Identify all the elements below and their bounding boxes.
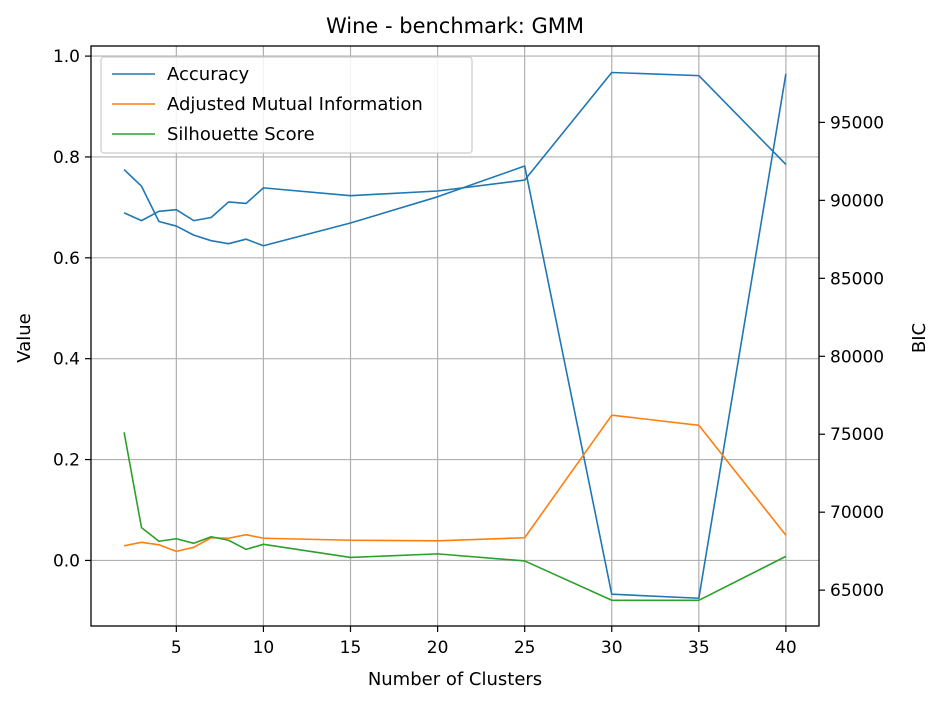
y-right-tick-label: 75000 [830, 425, 884, 445]
y-right-tick-label: 70000 [830, 503, 884, 523]
series-layer [123, 71, 787, 602]
y-tick-label: 0.8 [53, 148, 80, 168]
x-tick-label: 40 [775, 638, 797, 658]
legend-entry-accuracy: Accuracy [112, 64, 250, 85]
x-tick-label: 35 [688, 638, 710, 658]
x-axis-label: Number of Clusters [368, 669, 542, 690]
y-tick-label: 1.0 [53, 47, 80, 67]
legend-label-silhouette: Silhouette Score [167, 124, 315, 145]
y-right-tick-label: 65000 [830, 581, 884, 601]
x-tick-label: 25 [514, 638, 536, 658]
series-ami-line [123, 414, 787, 553]
x-axis: 5 10 15 20 25 30 35 40 [171, 626, 797, 658]
legend-label-ami: Adjusted Mutual Information [167, 94, 423, 115]
legend-box [100, 56, 473, 154]
y-right-tick-label: 95000 [830, 113, 884, 133]
legend-entry-ami: Adjusted Mutual Information [112, 94, 423, 115]
y-right-tick-label: 85000 [830, 269, 884, 289]
x-tick-label: 15 [340, 638, 362, 658]
y-tick-label: 0.0 [53, 551, 80, 571]
x-tick-label: 10 [253, 638, 275, 658]
series-bic-line [123, 71, 787, 222]
x-tick-label: 30 [601, 638, 623, 658]
y-tick-label: 0.4 [53, 350, 80, 370]
x-tick-label: 20 [427, 638, 449, 658]
y-right-tick-label: 80000 [830, 347, 884, 367]
chart-title: Wine - benchmark: GMM [326, 14, 584, 38]
y-axis-right-label: BIC [909, 323, 930, 353]
y-axis-left: 0.0 0.2 0.4 0.6 0.8 1.0 [53, 47, 91, 571]
y-right-tick-label: 90000 [830, 191, 884, 211]
y-axis-right: 65000 70000 75000 80000 85000 90000 95000 [819, 113, 884, 601]
legend: Accuracy Adjusted Mutual Information Sil… [100, 56, 473, 154]
y-tick-label: 0.2 [53, 451, 80, 471]
y-axis-label: Value [14, 313, 35, 362]
legend-label-accuracy: Accuracy [167, 64, 250, 85]
x-tick-label: 5 [171, 638, 182, 658]
series-silhouette-line [123, 432, 787, 602]
y-tick-label: 0.6 [53, 249, 80, 269]
plot-frame [90, 45, 820, 627]
legend-entry-silhouette: Silhouette Score [112, 124, 315, 145]
series-accuracy-line [123, 73, 787, 600]
